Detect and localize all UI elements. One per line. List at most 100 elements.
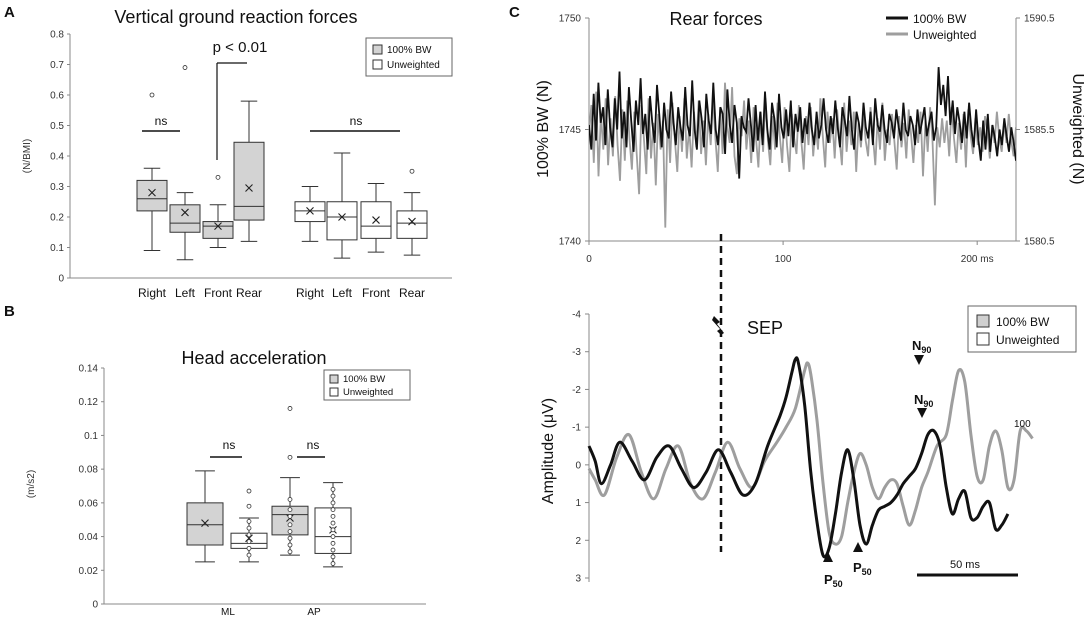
box-outlier: [287, 406, 293, 411]
box-mean-marker: [408, 217, 416, 226]
chart-b-x-labels: ML AP: [221, 607, 321, 618]
chart-c-bottom-ylabel: Amplitude (μV): [540, 398, 557, 504]
x-tick-label: Left: [332, 286, 353, 300]
peak-n90-bw-arrow: [914, 355, 924, 365]
chart-a-y-ticks: 0 0.1 0.2 0.3 0.4 0.5 0.6 0.7 0.8: [50, 30, 70, 285]
box-point: [330, 540, 336, 546]
y-right-tick-label: 1590.5: [1024, 14, 1055, 25]
y-tick-label: 0.1: [50, 243, 64, 254]
chart-a-ylabel: (N/BMI): [22, 139, 33, 173]
y-tick-label: 1: [575, 498, 581, 509]
stimulus-lightning-icon: [712, 316, 726, 340]
box-mean-marker: [338, 213, 346, 221]
box-outlier: [182, 65, 188, 70]
chart-c-bottom-series-bw: [587, 361, 1034, 546]
box-outlier: [246, 488, 252, 494]
y-tick-label: 2: [575, 536, 581, 547]
panel-label-c: C: [509, 4, 520, 21]
box-iqr: [326, 201, 358, 241]
box-point: [246, 552, 252, 558]
chart-a-boxes: [136, 65, 428, 261]
box-mean-marker: [201, 519, 209, 527]
box-point: [287, 529, 293, 534]
chart-c-bottom-series-unweighted: [587, 356, 1010, 559]
panel-label-b: B: [4, 303, 15, 320]
y-tick-label: -2: [572, 385, 581, 396]
y-tick-label: 0.2: [50, 213, 64, 224]
box-point: [330, 554, 336, 560]
chart-c-bottom-legend-swatch-uw: [976, 332, 990, 346]
box-iqr: [202, 221, 234, 239]
box-mean-marker: [148, 188, 156, 197]
box-mean-marker: [245, 184, 253, 192]
chart-b-legend-swatch-uw: [329, 387, 339, 397]
x-tick-label: 0: [586, 254, 592, 265]
chart-a-ns-label-1: ns: [155, 114, 168, 128]
box-point: [246, 545, 252, 551]
y-tick-label: 0.06: [79, 498, 99, 509]
chart-a-x-labels: Right Left Front Rear Right Left Front Rear: [138, 286, 425, 300]
y-tick-label: 0.1: [84, 431, 98, 442]
scale-bar-label: 50 ms: [950, 559, 980, 571]
y-tick-label: 0.6: [50, 91, 64, 102]
y-left-tick-label: 1745: [559, 125, 582, 136]
box-iqr: [186, 502, 224, 546]
peak-p50-bw-arrow: [823, 552, 833, 562]
chart-b-title: Head acceleration: [181, 348, 326, 368]
y-tick-label: -1: [572, 423, 581, 434]
box-point: [287, 522, 293, 528]
peak-n90-uw-arrow: [917, 408, 927, 418]
box-point: [330, 507, 336, 513]
y-tick-label: 0.02: [79, 566, 99, 577]
y-tick-label: 0.7: [50, 60, 64, 71]
chart-b-ns-label-2: ns: [307, 438, 320, 452]
box-outlier: [215, 174, 221, 180]
chart-b-boxes: [186, 406, 352, 568]
box-iqr: [169, 204, 201, 233]
chart-a-legend-uw: Unweighted: [387, 60, 440, 71]
y-tick-label: 0.12: [79, 397, 99, 408]
box-point: [287, 535, 293, 541]
y-tick-label: -3: [572, 347, 581, 358]
chart-b-legend-bw: 100% BW: [343, 374, 385, 385]
chart-c-bottom-title: SEP: [747, 318, 783, 338]
box-mean-marker: [372, 216, 380, 224]
x-tick-label: Rear: [399, 286, 425, 300]
chart-b-ylabel: (m/s2): [26, 470, 37, 498]
y-tick-label: -4: [572, 310, 581, 321]
box-point: [330, 561, 336, 566]
y-right-tick-label: 1585.5: [1024, 125, 1055, 136]
box-point: [330, 493, 336, 499]
box-point: [330, 547, 336, 553]
peak-p50-uw-arrow: [853, 542, 863, 552]
x-tick-label: Right: [138, 286, 167, 300]
y-tick-label: 0.04: [79, 532, 99, 543]
y-tick-label: 0.5: [50, 121, 64, 132]
panel-label-a: A: [4, 4, 15, 21]
y-left-tick-label: 1750: [559, 14, 582, 25]
box-iqr: [396, 210, 428, 239]
box-point: [287, 542, 293, 548]
chart-a-title: Vertical ground reaction forces: [114, 7, 357, 27]
y-tick-label: 0: [92, 600, 98, 611]
box-point: [246, 532, 252, 538]
chart-a-legend: [365, 37, 453, 77]
box-mean-marker: [214, 222, 222, 231]
box-point: [287, 549, 293, 555]
box-point: [330, 486, 336, 492]
y-tick-label: 0.8: [50, 30, 64, 41]
chart-a-ns-label-2: ns: [350, 114, 363, 128]
chart-c-top-ylabel-right: Unweighted (N): [1069, 73, 1084, 184]
chart-c-bottom-legend-swatch-bw: [976, 314, 990, 328]
chart-c-bottom-end-label: 100: [1014, 419, 1031, 430]
box-point: [330, 500, 336, 506]
x-tick-label: Rear: [236, 286, 262, 300]
chart-c-top-title: Rear forces: [669, 9, 762, 29]
box-point: [246, 519, 252, 524]
y-right-tick-label: 1580.5: [1024, 237, 1055, 248]
x-tick-label: Front: [362, 286, 391, 300]
chart-b-legend-uw: Unweighted: [343, 387, 393, 398]
chart-b-ns-label-1: ns: [223, 438, 236, 452]
x-tick-label: 200 ms: [961, 254, 994, 265]
chart-b-y-ticks: 0 0.02 0.04 0.06 0.08 0.1 0.12 0.14: [79, 364, 104, 611]
